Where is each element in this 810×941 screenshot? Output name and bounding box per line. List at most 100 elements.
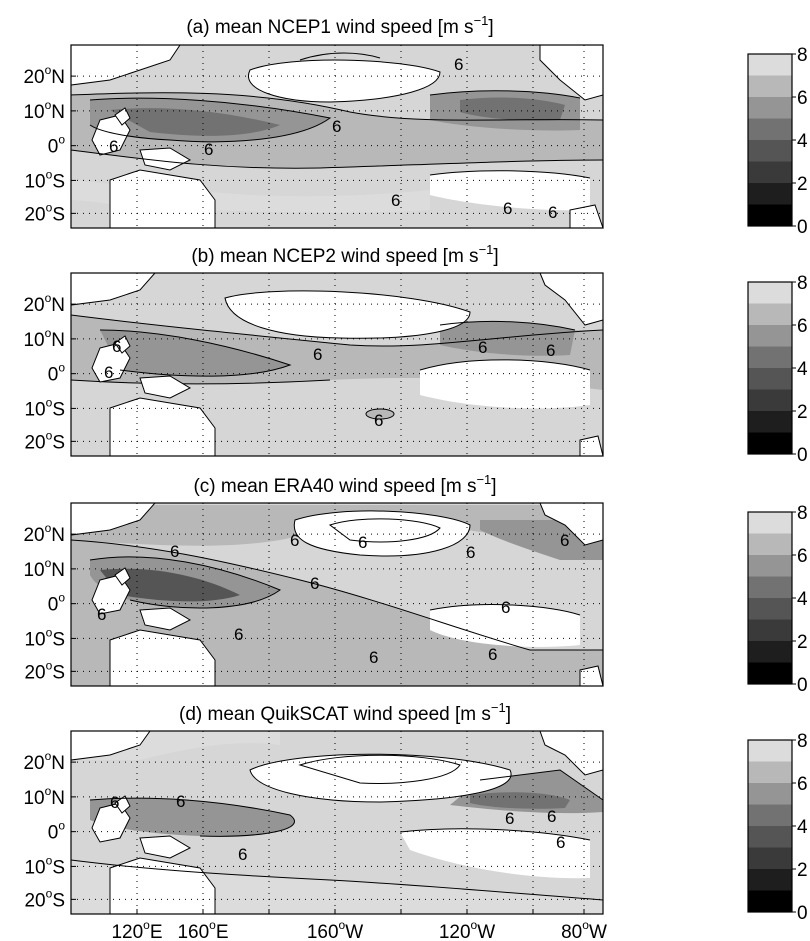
- contour-label: 6: [466, 543, 475, 562]
- contour-label: 6: [501, 598, 510, 617]
- map-area: 6 6 6 6 6 6: [70, 730, 604, 915]
- dotted-grid: [71, 731, 603, 914]
- colorbar: 0 2 4 6 8: [747, 273, 808, 466]
- contour-label: 6: [560, 531, 569, 550]
- colorbar-swatch: [748, 140, 792, 162]
- colorbar-tick-label: 6: [797, 88, 808, 109]
- contour-label: 6: [176, 792, 185, 811]
- colorbar-tick-label: 8: [797, 731, 808, 752]
- y-tick-label: 0o: [48, 133, 66, 158]
- panel-d: (d) mean QuikSCAT wind speed [m s−1]: [23, 700, 808, 924]
- contour-label: 6: [478, 338, 487, 357]
- colorbar-swatch: [748, 183, 792, 205]
- colorbar-swatch: [748, 282, 792, 304]
- colorbar-swatch: [748, 389, 792, 411]
- y-tick-label: 10oS: [24, 625, 65, 650]
- panel-c: (c) mean ERA40 wind speed [m s−1]: [23, 472, 808, 696]
- contour-label: 6: [358, 533, 367, 552]
- y-tick-label: 20oS: [24, 886, 65, 911]
- y-tick-label: 10oS: [24, 395, 65, 420]
- panel-a: (a) mean NCEP1 wind speed [m s−1]: [23, 13, 808, 238]
- contour-label: 6: [170, 542, 179, 561]
- colorbar-tick-label: 2: [797, 174, 808, 195]
- contour-label: 6: [110, 793, 119, 812]
- y-tick-label: 20oN: [23, 63, 65, 88]
- y-tick-label: 20oN: [23, 749, 65, 774]
- colorbar-tick-label: 2: [797, 632, 808, 653]
- contour-label: 6: [546, 341, 555, 360]
- colorbar-tick-label: 4: [797, 359, 808, 380]
- contour-label: 6: [369, 648, 378, 667]
- colorbar-swatch: [748, 432, 792, 454]
- contour-label: 6: [290, 531, 299, 550]
- colorbar-tick-label: 0: [797, 903, 808, 924]
- colorbar-swatch: [748, 512, 792, 534]
- dotted-grid: [71, 503, 603, 686]
- panel-b: (b) mean NCEP2 wind speed [m s−1]: [23, 242, 808, 466]
- panel-title: (d) mean QuikSCAT wind speed [m s−1]: [179, 700, 511, 725]
- colorbar-swatch: [748, 368, 792, 390]
- colorbar: 0 2 4 6 8: [747, 731, 808, 924]
- contour-label: 6: [97, 605, 106, 624]
- colorbar-swatch: [748, 411, 792, 433]
- contour-label: 6: [310, 574, 319, 593]
- contour-label: 6: [454, 55, 463, 74]
- colorbar-tick-label: 6: [797, 774, 808, 795]
- contour-label: 6: [109, 137, 118, 156]
- colorbar-swatch: [748, 204, 792, 226]
- y-tick-label: 20oN: [23, 521, 65, 546]
- colorbar-swatch: [748, 118, 792, 140]
- map-area: 6 6 6 6 6 6: [70, 272, 604, 457]
- contour-label: 6: [104, 363, 113, 382]
- colorbar-tick-label: 8: [797, 273, 808, 294]
- contour-label: 6: [505, 809, 514, 828]
- colorbar-swatch: [748, 869, 792, 891]
- colorbar-swatch: [748, 533, 792, 555]
- y-tick-label: 10oN: [23, 556, 65, 581]
- colorbar: 0 2 4 6 8: [747, 45, 808, 238]
- contour-label: 6: [556, 833, 565, 852]
- contour-label: 6: [374, 411, 383, 430]
- colorbar-swatch: [748, 346, 792, 368]
- colorbar-tick-label: 2: [797, 402, 808, 423]
- colorbar-swatch: [748, 303, 792, 325]
- x-tick-label: 80oW: [561, 918, 607, 941]
- y-tick-label: 0o: [48, 361, 66, 386]
- colorbar-tick-label: 4: [797, 817, 808, 838]
- contour-label: 6: [548, 203, 557, 222]
- panel-title: (a) mean NCEP1 wind speed [m s−1]: [186, 13, 493, 38]
- y-tick-label: 10oN: [23, 98, 65, 123]
- map-area: 6 6 6 6 6 6 6: [70, 44, 604, 229]
- y-axis-ticks: 20oN 10oN 0o 10oS 20oS: [23, 63, 76, 225]
- colorbar-swatch: [748, 75, 792, 97]
- colorbar-tick-label: 4: [797, 589, 808, 610]
- colorbar-swatch: [748, 641, 792, 663]
- colorbar-swatch: [748, 325, 792, 347]
- colorbar-swatch: [748, 555, 792, 577]
- y-axis-ticks: 20oN 10oN 0o 10oS 20oS: [23, 521, 76, 683]
- contour-label: 6: [112, 337, 121, 356]
- colorbar-swatch: [748, 890, 792, 912]
- colorbar-swatch: [748, 161, 792, 183]
- colorbar-tick-label: 8: [797, 45, 808, 66]
- x-tick-label: 160oE: [177, 918, 228, 941]
- x-tick-label: 120oE: [111, 918, 162, 941]
- colorbar-tick-label: 6: [797, 316, 808, 337]
- x-tick-label: 120oW: [439, 918, 495, 941]
- y-tick-label: 10oN: [23, 326, 65, 351]
- contour-label: 6: [238, 845, 247, 864]
- colorbar-swatch: [748, 783, 792, 805]
- colorbar-swatch: [748, 662, 792, 684]
- y-tick-label: 20oS: [24, 658, 65, 683]
- colorbar-tick-label: 0: [797, 217, 808, 238]
- colorbar-swatch: [748, 97, 792, 119]
- y-tick-label: 10oS: [24, 167, 65, 192]
- colorbar-swatch: [748, 740, 792, 762]
- y-tick-label: 0o: [48, 591, 66, 616]
- colorbar-swatch: [748, 826, 792, 848]
- colorbar-tick-label: 2: [797, 860, 808, 881]
- colorbar-swatch: [748, 619, 792, 641]
- y-tick-label: 20oS: [24, 200, 65, 225]
- y-tick-label: 10oN: [23, 784, 65, 809]
